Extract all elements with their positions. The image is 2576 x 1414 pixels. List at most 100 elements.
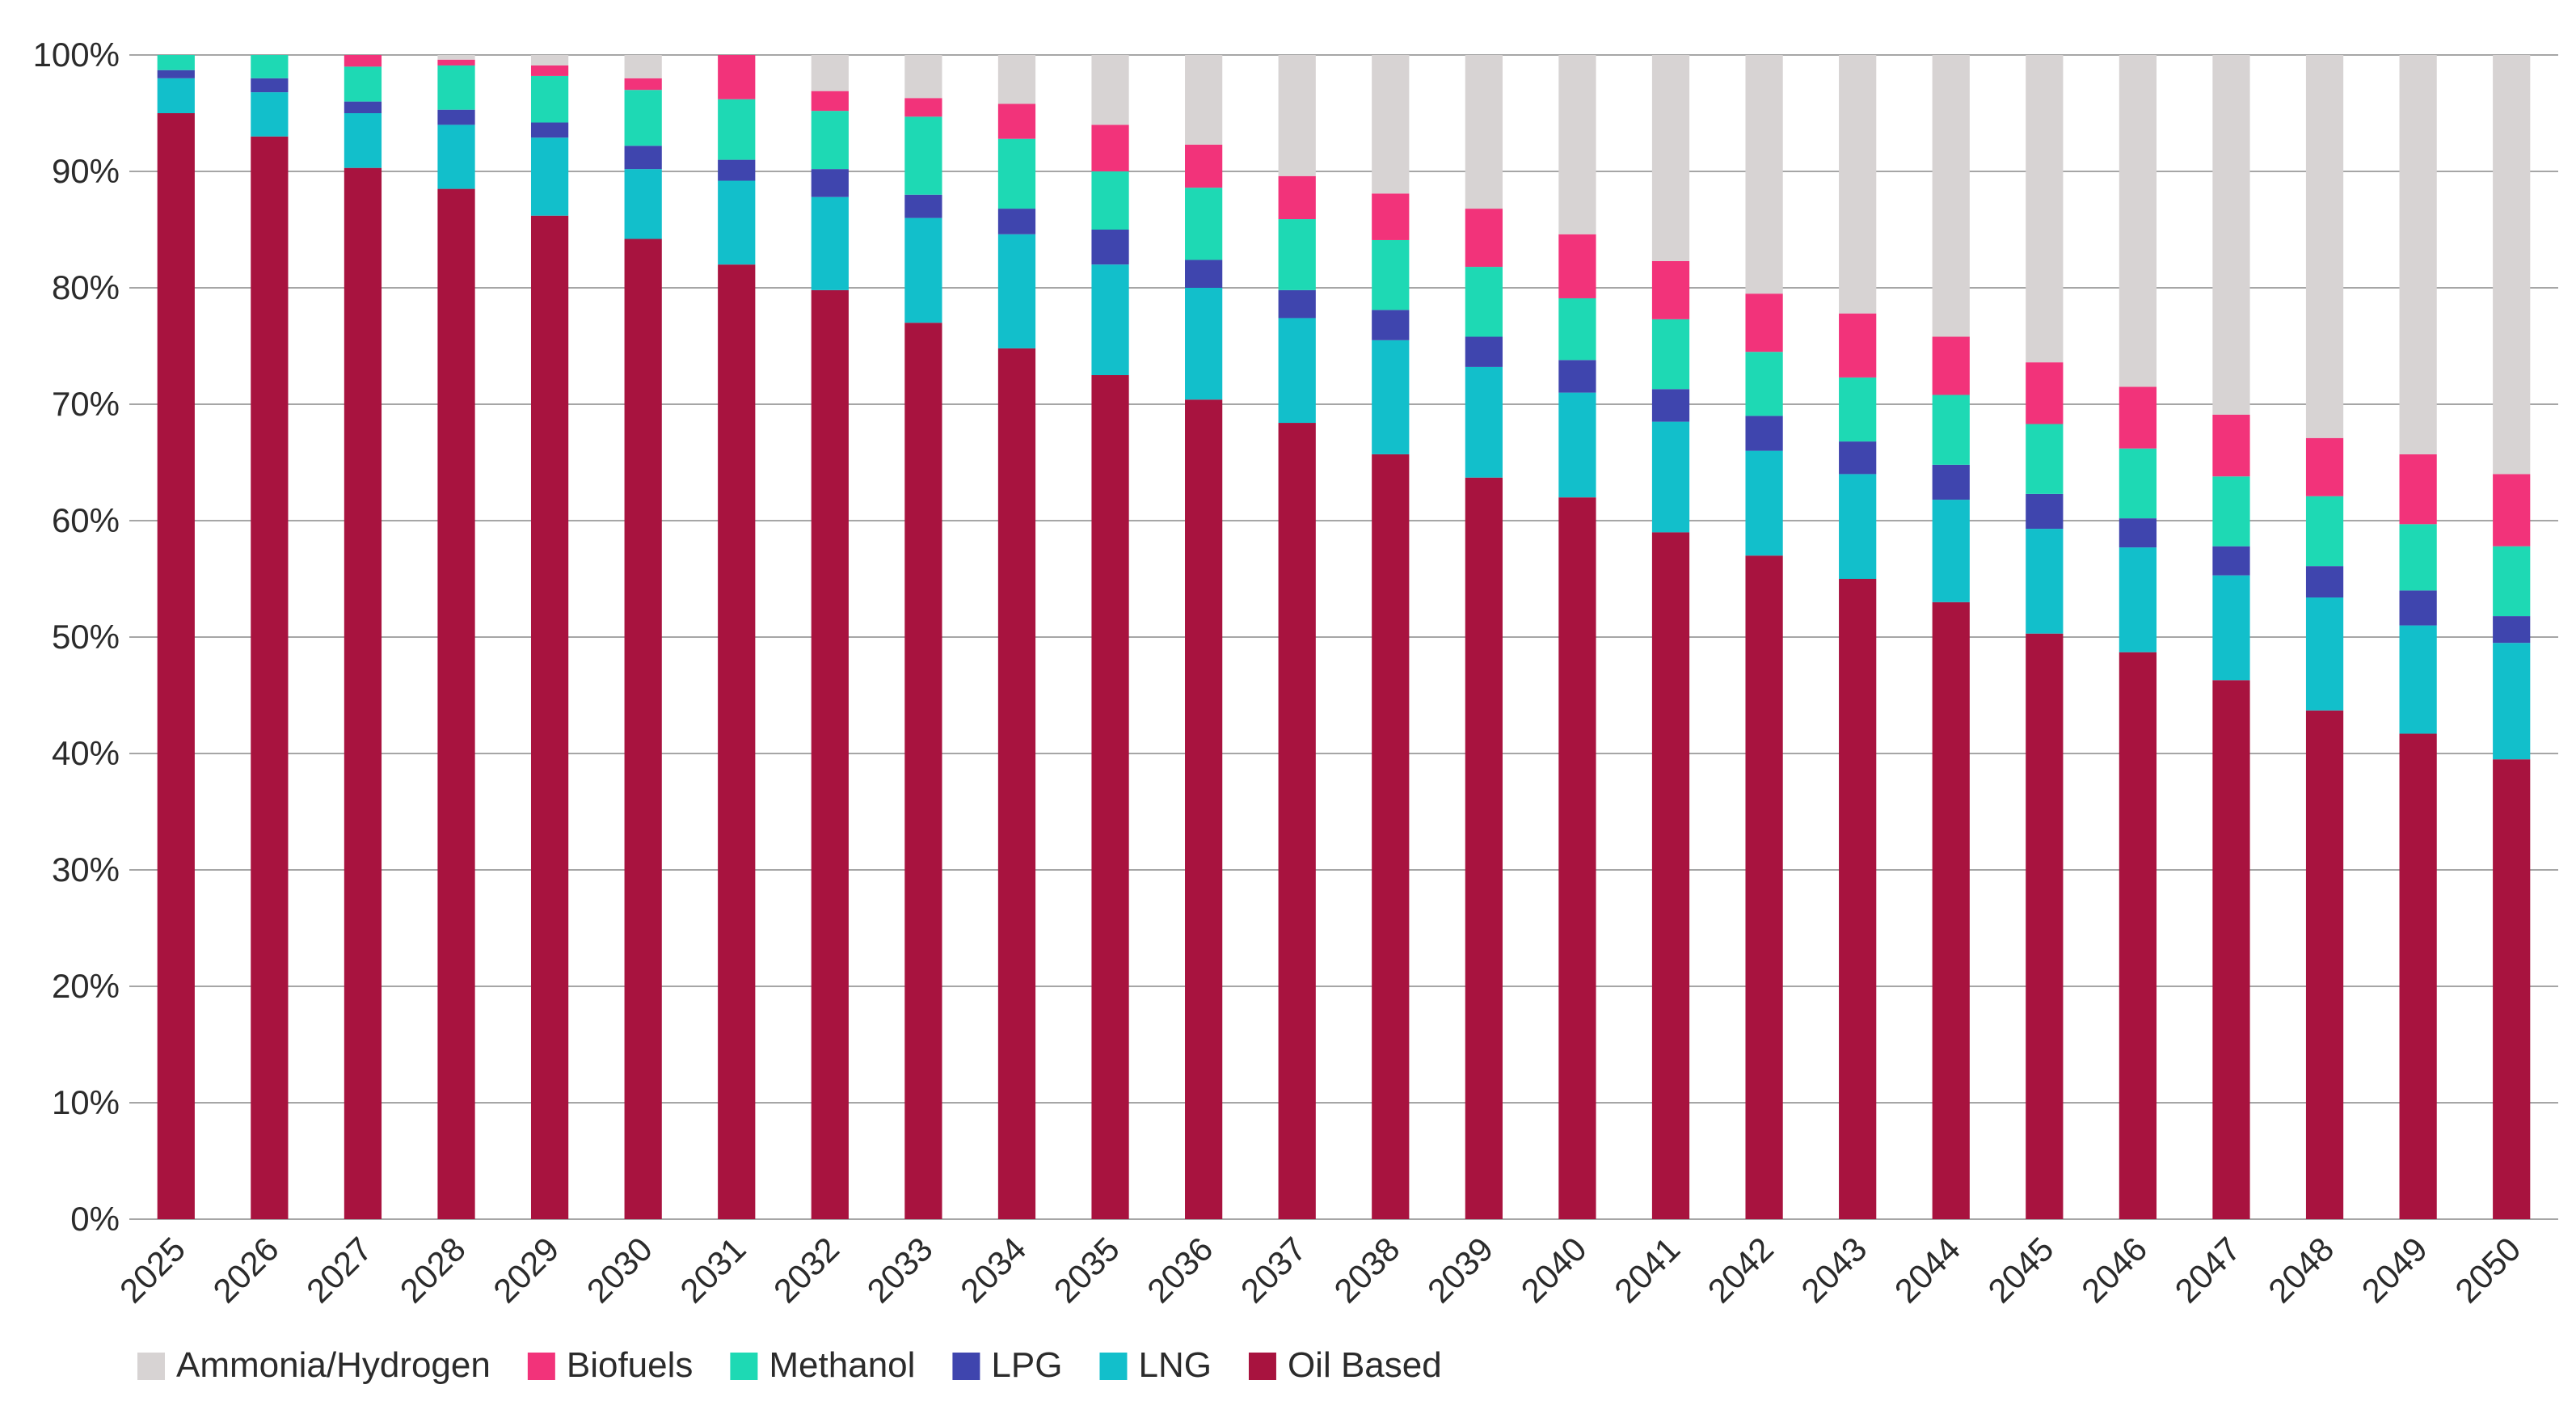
x-tick-label: 2046 (2074, 1230, 2154, 1310)
bar-lng-2045 (2026, 529, 2064, 634)
x-tick-label: 2047 (2168, 1230, 2248, 1310)
bar-lpg-2050 (2493, 616, 2531, 644)
bar-biofuels-2042 (1745, 293, 1783, 352)
bar-ammonia-hydrogen-2028 (437, 55, 475, 60)
bar-methanol-2040 (1558, 298, 1596, 361)
bar-lpg-2048 (2305, 566, 2344, 598)
bar-ammonia-hydrogen-2046 (2119, 55, 2157, 387)
bar-lng-2025 (157, 78, 195, 113)
bar-biofuels-2030 (624, 78, 662, 91)
bar-methanol-2042 (1745, 352, 1783, 416)
bar-oil-based-2041 (1651, 532, 1690, 1219)
bar-methanol-2030 (624, 90, 662, 146)
bar-oil-based-2027 (344, 167, 382, 1220)
x-tick-label: 2031 (672, 1230, 753, 1310)
x-tick-label: 2041 (1607, 1230, 1687, 1310)
bar-methanol-2028 (437, 65, 475, 110)
x-tick-label: 2043 (1794, 1230, 1874, 1310)
bar-biofuels-2031 (718, 55, 756, 99)
bar-biofuels-2029 (530, 65, 569, 76)
bar-biofuels-2039 (1465, 209, 1503, 268)
bar-lpg-2043 (1839, 441, 1877, 475)
legend-label-lng: LNG (1138, 1345, 1211, 1385)
legend-label-biofuels: Biofuels (567, 1345, 694, 1385)
legend-label-oil-based: Oil Based (1288, 1345, 1442, 1385)
bar-methanol-2025 (157, 55, 195, 70)
x-tick-label: 2034 (953, 1230, 1033, 1310)
bar-methanol-2029 (530, 75, 569, 123)
bar-biofuels-2038 (1372, 193, 1410, 240)
bar-methanol-2047 (2212, 476, 2250, 547)
bar-ammonia-hydrogen-2050 (2493, 55, 2531, 475)
bar-oil-based-2035 (1091, 375, 1129, 1219)
x-tick-label: 2045 (1980, 1230, 2060, 1310)
bar-oil-based-2037 (1278, 423, 1316, 1219)
bar-oil-based-2044 (1932, 601, 1970, 1219)
bar-lpg-2046 (2119, 518, 2157, 548)
y-tick-label: 40% (52, 734, 120, 772)
bar-lpg-2033 (904, 194, 942, 218)
bar-methanol-2044 (1932, 395, 1970, 465)
bar-lng-2035 (1091, 264, 1129, 375)
bar-methanol-2034 (997, 138, 1036, 209)
legend-swatch-lng (1099, 1353, 1128, 1380)
bar-ammonia-hydrogen-2033 (904, 55, 942, 99)
bar-methanol-2033 (904, 116, 942, 195)
bar-ammonia-hydrogen-2043 (1839, 55, 1877, 314)
bar-lng-2049 (2399, 625, 2437, 734)
bar-lng-2041 (1651, 421, 1690, 533)
bar-ammonia-hydrogen-2042 (1745, 55, 1783, 294)
bar-lng-2040 (1558, 392, 1596, 498)
legend-label-ammonia-hydrogen: Ammonia/Hydrogen (176, 1345, 491, 1385)
bar-lpg-2044 (1932, 464, 1970, 500)
bar-lng-2046 (2119, 547, 2157, 652)
bar-methanol-2038 (1372, 239, 1410, 310)
bar-biofuels-2034 (997, 103, 1036, 139)
x-tick-label: 2025 (112, 1230, 192, 1310)
bar-lpg-2032 (811, 169, 849, 197)
bar-methanol-2039 (1465, 267, 1503, 337)
bar-biofuels-2027 (344, 55, 382, 67)
bar-oil-based-2038 (1372, 454, 1410, 1219)
x-tick-label: 2028 (393, 1230, 473, 1310)
bar-biofuels-2041 (1651, 260, 1690, 319)
bar-methanol-2043 (1839, 377, 1877, 442)
bar-lpg-2041 (1651, 389, 1690, 422)
bar-ammonia-hydrogen-2049 (2399, 55, 2437, 454)
x-tick-label: 2035 (1047, 1230, 1127, 1310)
y-tick-label: 70% (52, 385, 120, 423)
bar-lpg-2039 (1465, 336, 1503, 367)
x-tick-label: 2030 (580, 1230, 660, 1310)
bar-lng-2027 (344, 113, 382, 168)
bar-oil-based-2045 (2026, 633, 2064, 1219)
y-tick-label: 30% (52, 851, 120, 888)
gridlines (129, 54, 2558, 1220)
y-axis: 0% 10% 20% 30% 40% 50% 60% 70% 80% 90% 100% (33, 36, 120, 1238)
bar-lng-2038 (1372, 340, 1410, 454)
bar-ammonia-hydrogen-2030 (624, 55, 662, 78)
bar-lpg-2042 (1745, 416, 1783, 451)
bar-lng-2028 (437, 125, 475, 189)
bar-lng-2031 (718, 180, 756, 265)
bar-lpg-2049 (2399, 590, 2437, 626)
bar-methanol-2045 (2026, 424, 2064, 494)
x-tick-label: 2040 (1514, 1230, 1594, 1310)
legend-label-lpg: LPG (991, 1345, 1062, 1385)
bar-oil-based-2025 (157, 113, 195, 1219)
x-tick-label: 2033 (859, 1230, 939, 1310)
bar-ammonia-hydrogen-2029 (530, 55, 569, 65)
legend-swatch-biofuels (527, 1353, 555, 1380)
bar-oil-based-2032 (811, 289, 849, 1219)
legend-swatch-lpg (952, 1353, 980, 1380)
x-tick-label: 2026 (205, 1230, 285, 1310)
bar-lpg-2031 (718, 159, 756, 181)
bar-lpg-2035 (1091, 230, 1129, 265)
bar-biofuels-2043 (1839, 313, 1877, 378)
bar-biofuels-2048 (2305, 437, 2344, 496)
bar-oil-based-2046 (2119, 652, 2157, 1219)
bars (157, 55, 2531, 1220)
bar-lng-2042 (1745, 450, 1783, 556)
bar-ammonia-hydrogen-2048 (2305, 55, 2344, 438)
